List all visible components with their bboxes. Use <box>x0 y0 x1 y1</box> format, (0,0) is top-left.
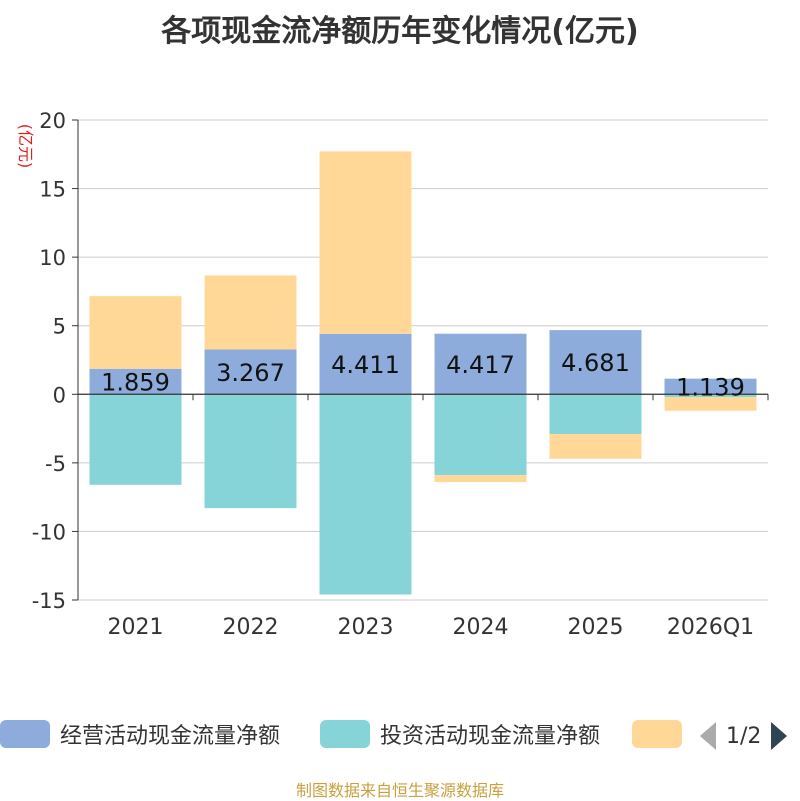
bar-financing-2021 <box>89 296 182 369</box>
y-tick-label: -5 <box>45 452 66 476</box>
axis-layer: 20 15 10 5 0 -5 -10 -15 2021 2022 2023 2024 2025 2026… <box>32 109 769 640</box>
y-tick-label: 15 <box>39 178 66 202</box>
data-label-operating-2022: 3.267 <box>216 359 285 387</box>
bar-operating-2025 <box>549 330 642 395</box>
legend-next-page-icon[interactable] <box>771 722 788 750</box>
cashflow-bar-chart: 20 15 10 5 0 -5 -10 -15 2021 2022 2023 2024 2025 2026… <box>16 109 769 640</box>
data-label-operating-2024: 4.417 <box>446 351 515 379</box>
bar-layer <box>89 151 757 595</box>
legend-pager: 1/2 <box>700 720 788 752</box>
y-tick-label: 10 <box>39 246 66 270</box>
x-tick-label-2023: 2023 <box>338 615 394 640</box>
legend-prev-page-icon[interactable] <box>700 722 716 750</box>
legend-label-operating: 经营活动现金流量净额 <box>60 724 281 749</box>
legend-swatch-operating <box>0 720 50 748</box>
x-tick-label-2022: 2022 <box>223 615 279 640</box>
bar-financing-2024 <box>434 475 527 483</box>
bar-investing-2023 <box>319 394 412 595</box>
bar-operating-2026Q1 <box>664 378 757 395</box>
data-label-operating-2025: 4.681 <box>561 349 630 377</box>
data-label-operating-2023: 4.411 <box>331 351 400 379</box>
legend-item-investing[interactable]: 投资活动现金流量净额 <box>320 716 600 752</box>
legend-page-indicator: 1/2 <box>726 723 762 749</box>
y-tick-label: 0 <box>53 383 66 407</box>
bar-operating-2022 <box>204 349 297 395</box>
grid-layer <box>78 119 768 601</box>
x-tick-label-2021: 2021 <box>108 615 164 640</box>
bar-investing-2022 <box>204 394 297 509</box>
y-tick-label: 5 <box>53 315 66 339</box>
x-tick-label-2026Q1: 2026Q1 <box>667 615 754 640</box>
y-tick-label: -10 <box>32 520 66 544</box>
label-layer: 1.859 3.267 4.411 4.417 4.681 1.139 <box>101 349 745 401</box>
x-tick-label-2024: 2024 <box>453 615 509 640</box>
legend: 经营活动现金流量净额 投资活动现金流量净额 1/2 <box>0 716 800 756</box>
chart-title: 各项现金流净额历年变化情况(亿元) <box>161 14 639 49</box>
legend-label-investing: 投资活动现金流量净额 <box>380 724 601 749</box>
bar-financing-2025 <box>549 434 642 459</box>
bar-investing-2025 <box>549 394 642 435</box>
bar-investing-2024 <box>434 394 527 476</box>
x-tick-label-2025: 2025 <box>568 615 624 640</box>
bar-financing-2022 <box>204 275 297 350</box>
data-label-operating-2021: 1.859 <box>101 369 170 397</box>
legend-swatch-financing <box>632 720 682 748</box>
legend-swatch-investing <box>320 720 370 748</box>
bar-financing-2023 <box>319 151 412 334</box>
bar-operating-2023 <box>319 333 412 395</box>
bar-investing-2021 <box>89 394 182 485</box>
bar-investing-2026Q1 <box>664 394 757 398</box>
bar-operating-2024 <box>434 333 527 395</box>
y-tick-label: 20 <box>39 109 66 133</box>
y-axis-unit-label: (亿元) <box>16 124 35 169</box>
data-label-operating-2026Q1: 1.139 <box>676 373 745 401</box>
y-tick-label: -15 <box>32 589 66 613</box>
legend-item-financing[interactable] <box>632 716 692 752</box>
bar-operating-2021 <box>89 368 182 395</box>
source-note: 制图数据来自恒生聚源数据库 <box>295 781 504 800</box>
bar-financing-2026Q1 <box>664 397 757 411</box>
legend-item-operating[interactable]: 经营活动现金流量净额 <box>0 716 280 752</box>
